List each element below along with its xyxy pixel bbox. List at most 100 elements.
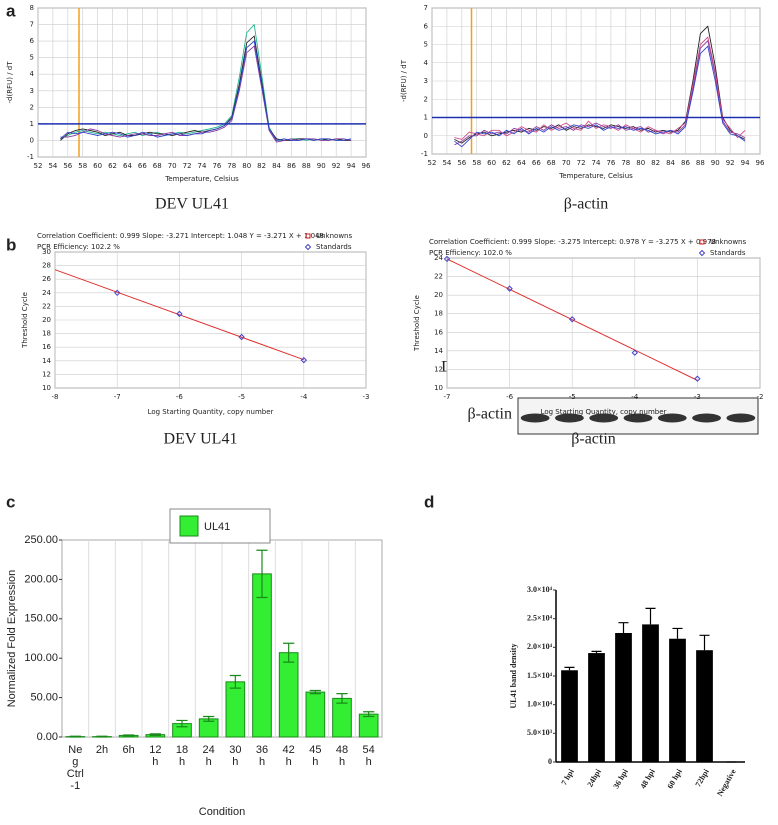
legend-label: Standards [316, 243, 352, 251]
x-tick-label: 60 [487, 159, 496, 167]
y-tick-label: 0 [30, 136, 34, 144]
y-tick-label: 1.0×10⁴ [527, 699, 553, 708]
y-tick-label: 3.0×10⁴ [527, 585, 553, 594]
x-tick-label: 90 [317, 162, 326, 170]
y-tick-label: 30 [42, 248, 51, 256]
error-bar [564, 666, 575, 671]
x-tick-label: 76 [606, 159, 615, 167]
x-tick-label: 78 [227, 162, 236, 170]
x-tick-label: 78 [621, 159, 630, 167]
y-tick-label: 22 [42, 302, 51, 310]
x-tick-label: 82 [651, 159, 660, 167]
caption: DEV UL41 [155, 196, 229, 213]
x-tick-label: 64 [517, 159, 526, 167]
legend-marker [698, 249, 706, 257]
x-tick-label: 86 [287, 162, 296, 170]
x-tick-label: 74 [198, 162, 207, 170]
x-tick-label: 7 hpi [559, 767, 576, 787]
x-axis-label: Condition [199, 806, 245, 818]
y-tick-label: 24 [434, 254, 443, 262]
y-axis-label: -d(RFU) / dT [6, 61, 14, 104]
y-tick-label: 5 [30, 54, 34, 62]
x-tick-label: -3 [694, 393, 701, 401]
y-tick-label: 5 [424, 41, 428, 49]
x-tick-label: -6 [176, 393, 184, 401]
x-tick-label: 72 [577, 159, 586, 167]
y-axis-label: Threshold Cycle [413, 295, 421, 352]
x-tick-label: 80 [242, 162, 251, 170]
x-tick-label: 74 [592, 159, 601, 167]
error-bar [69, 735, 81, 738]
bar [252, 573, 272, 738]
x-tick-label: 54 [48, 162, 57, 170]
x-tick-label: Negative [715, 767, 738, 798]
y-tick-label: -1 [421, 150, 428, 158]
x-tick-label: 12 h [149, 744, 162, 768]
x-tick-label: 92 [726, 159, 735, 167]
x-tick-label: 56 [457, 159, 466, 167]
error-bar [363, 711, 375, 718]
x-axis-label: Log Starting Quantity, copy number [541, 408, 667, 416]
y-tick-label: 0 [548, 757, 552, 766]
error-bar [203, 715, 215, 722]
error-bar [283, 642, 295, 663]
annotation: PCR Efficiency: 102.2 % [37, 243, 120, 251]
x-tick-label: 70 [168, 162, 177, 170]
x-tick-label: 84 [272, 162, 281, 170]
y-tick-label: 16 [434, 328, 443, 336]
y-tick-label: 2 [30, 103, 34, 111]
x-tick-label: 52 [34, 162, 43, 170]
y-tick-label: 26 [42, 275, 51, 283]
x-tick-label: 18 h [175, 744, 189, 768]
annotation: Correlation Coefficient: 0.999 Slope: -3… [429, 238, 716, 246]
panel-label: d [424, 492, 434, 511]
bar [225, 681, 246, 738]
x-tick-label: 58 [78, 162, 87, 170]
data-point [176, 310, 183, 318]
y-axis-label: Normalized Fold Expression [6, 570, 18, 708]
bar [332, 697, 352, 738]
y-tick-label: 6 [30, 37, 35, 45]
x-tick-label: 68 [547, 159, 556, 167]
blot-band [657, 413, 687, 423]
y-tick-label: 3 [424, 77, 428, 85]
y-tick-label: 28 [42, 262, 51, 270]
x-tick-label: 60 hpi [665, 767, 684, 790]
x-axis-label: Temperature, Celsius [164, 175, 239, 183]
legend-label: UL41 [204, 521, 230, 533]
x-tick-label: 64 [123, 162, 132, 170]
y-tick-label: 0.00 [37, 731, 58, 743]
bar [588, 653, 605, 762]
blot-band [520, 413, 550, 423]
bar [696, 650, 713, 762]
x-tick-label: 96 [756, 159, 765, 167]
x-tick-label: 92 [332, 162, 341, 170]
caption: β-actin [571, 431, 616, 448]
annotation: Correlation Coefficient: 0.999 Slope: -3… [37, 232, 324, 240]
fit-line [446, 258, 698, 381]
legend-marker [305, 233, 311, 239]
y-axis-label: Threshold Cycle [21, 292, 29, 349]
x-tick-label: 66 [138, 162, 147, 170]
y-tick-label: 250.00 [24, 534, 58, 546]
error-bar [591, 650, 602, 654]
bar [278, 652, 299, 738]
x-tick-label: 45 h [309, 744, 322, 768]
x-tick-label: 70 [562, 159, 571, 167]
data-point [631, 349, 639, 356]
y-tick-label: 4 [30, 70, 35, 78]
bar [615, 633, 632, 762]
blot-band [726, 413, 756, 423]
fit-line [54, 269, 304, 361]
y-tick-label: -1 [27, 153, 34, 161]
error-bar [256, 549, 268, 599]
x-tick-label: -6 [506, 393, 514, 401]
y-tick-label: 10 [434, 384, 443, 392]
blot-band [623, 413, 653, 423]
x-tick-label: -4 [631, 393, 639, 401]
panel-label: b [6, 235, 16, 254]
y-tick-label: 18 [434, 310, 443, 318]
x-tick-label: 48 hpi [638, 767, 657, 790]
